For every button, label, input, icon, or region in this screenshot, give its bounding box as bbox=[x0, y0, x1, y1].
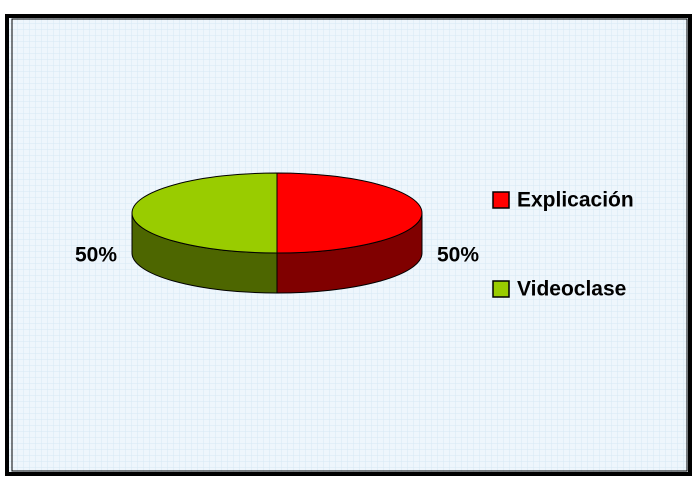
data-label: 50% bbox=[75, 244, 117, 267]
legend-label: Videoclase bbox=[517, 278, 626, 301]
pie-slice bbox=[131, 172, 278, 254]
data-label: 50% bbox=[437, 244, 479, 267]
legend-swatch bbox=[492, 191, 510, 209]
inner-frame bbox=[11, 18, 688, 472]
legend-swatch bbox=[492, 280, 510, 298]
pie-slice bbox=[276, 172, 423, 254]
legend-label: Explicación bbox=[517, 189, 634, 212]
